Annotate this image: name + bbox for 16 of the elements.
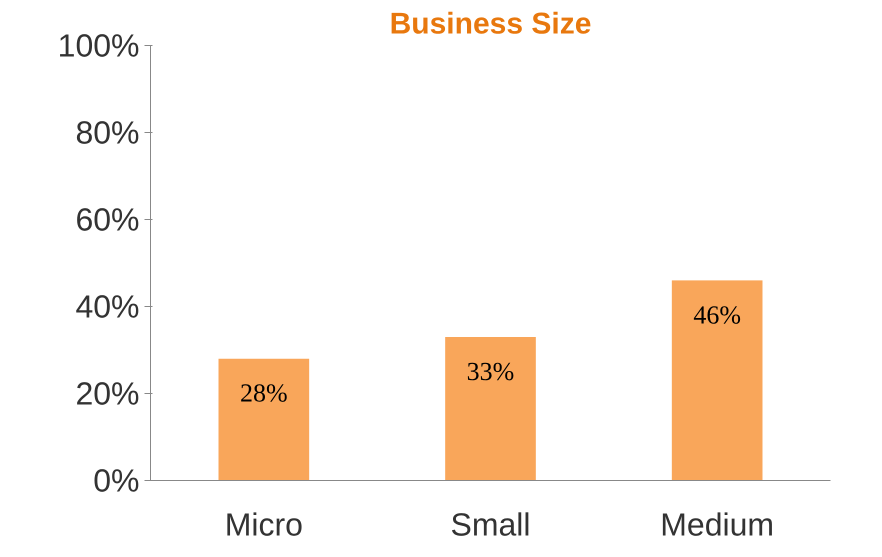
data-label: 28% bbox=[240, 378, 288, 408]
y-tick-label: 20% bbox=[75, 376, 140, 412]
data-label: 46% bbox=[693, 300, 742, 330]
y-tick-label: 0% bbox=[93, 462, 140, 498]
x-tick-label: Small bbox=[450, 506, 531, 542]
bar bbox=[445, 336, 536, 480]
chart-title: Business Size bbox=[390, 8, 592, 40]
x-tick-label: Micro bbox=[224, 506, 303, 542]
bar bbox=[672, 280, 762, 480]
y-tick-label: 60% bbox=[75, 202, 140, 238]
y-tick-label: 80% bbox=[75, 114, 140, 150]
bar bbox=[218, 358, 310, 480]
y-tick-label: 40% bbox=[75, 288, 140, 324]
y-tick-label: 100% bbox=[58, 28, 140, 64]
data-label: 33% bbox=[466, 356, 514, 386]
x-tick-label: Medium bbox=[660, 506, 774, 542]
